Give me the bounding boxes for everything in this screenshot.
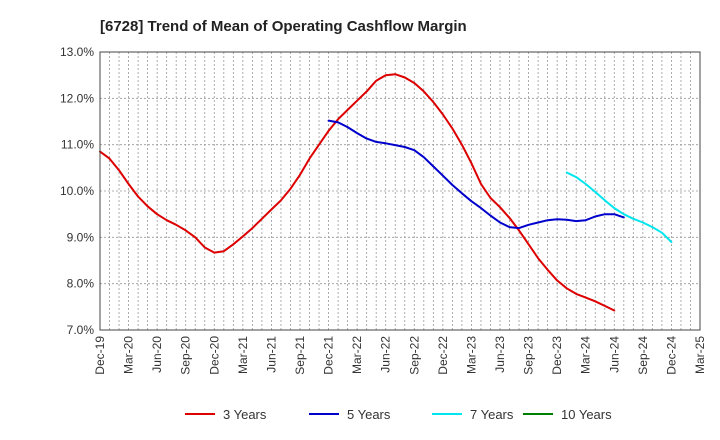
x-tick-label: Mar-21 bbox=[236, 336, 250, 374]
legend-label: 5 Years bbox=[347, 407, 391, 422]
x-tick-label: Jun-22 bbox=[379, 336, 393, 373]
x-tick-label: Dec-24 bbox=[664, 336, 678, 375]
y-tick-label: 8.0% bbox=[67, 277, 95, 291]
series-line bbox=[327, 119, 625, 230]
y-tick-label: 13.0% bbox=[60, 45, 94, 59]
x-tick-label: Mar-24 bbox=[579, 336, 593, 374]
x-tick-label: Jun-21 bbox=[264, 336, 278, 373]
legend-label: 7 Years bbox=[470, 407, 514, 422]
x-tick-label: Jun-20 bbox=[150, 336, 164, 373]
y-tick-label: 9.0% bbox=[67, 230, 95, 244]
chart-title: [6728] Trend of Mean of Operating Cashfl… bbox=[100, 18, 467, 35]
legend-label: 3 Years bbox=[223, 407, 267, 422]
x-tick-label: Sep-22 bbox=[407, 336, 421, 375]
series-lines bbox=[99, 73, 673, 312]
y-tick-label: 12.0% bbox=[60, 91, 94, 105]
x-tick-label: Sep-20 bbox=[179, 336, 193, 375]
x-tick-label: Sep-24 bbox=[636, 336, 650, 375]
legend: 3 Years 5 Years 7 Years 10 Years bbox=[185, 407, 612, 422]
series-line bbox=[99, 73, 616, 312]
x-tick-label: Mar-20 bbox=[122, 336, 136, 374]
y-tick-label: 11.0% bbox=[61, 138, 94, 152]
x-tick-label: Dec-22 bbox=[436, 336, 450, 375]
x-tick-label: Sep-21 bbox=[293, 336, 307, 375]
x-tick-label: Jun-23 bbox=[493, 336, 507, 373]
y-tick-label: 10.0% bbox=[60, 184, 94, 198]
x-tick-label: Dec-21 bbox=[322, 336, 336, 375]
y-tick-label: 7.0% bbox=[67, 323, 95, 337]
grid bbox=[100, 52, 700, 330]
series-line bbox=[565, 171, 673, 243]
axes: 7.0% 8.0% 9.0% 10.0% 11.0% 12.0% 13.0% Dec-19 Ma… bbox=[60, 45, 707, 375]
x-tick-label: Dec-19 bbox=[93, 336, 107, 375]
plot-frame bbox=[99, 51, 701, 331]
x-tick-label: Mar-23 bbox=[464, 336, 478, 374]
x-tick-label: Jun-24 bbox=[607, 336, 621, 373]
x-tick-label: Dec-23 bbox=[550, 336, 564, 375]
x-tick-label: Sep-23 bbox=[522, 336, 536, 375]
legend-label: 10 Years bbox=[561, 407, 612, 422]
x-tick-label: Dec-20 bbox=[207, 336, 221, 375]
x-tick-label: Mar-22 bbox=[350, 336, 364, 374]
x-tick-label: Mar-25 bbox=[693, 336, 707, 374]
